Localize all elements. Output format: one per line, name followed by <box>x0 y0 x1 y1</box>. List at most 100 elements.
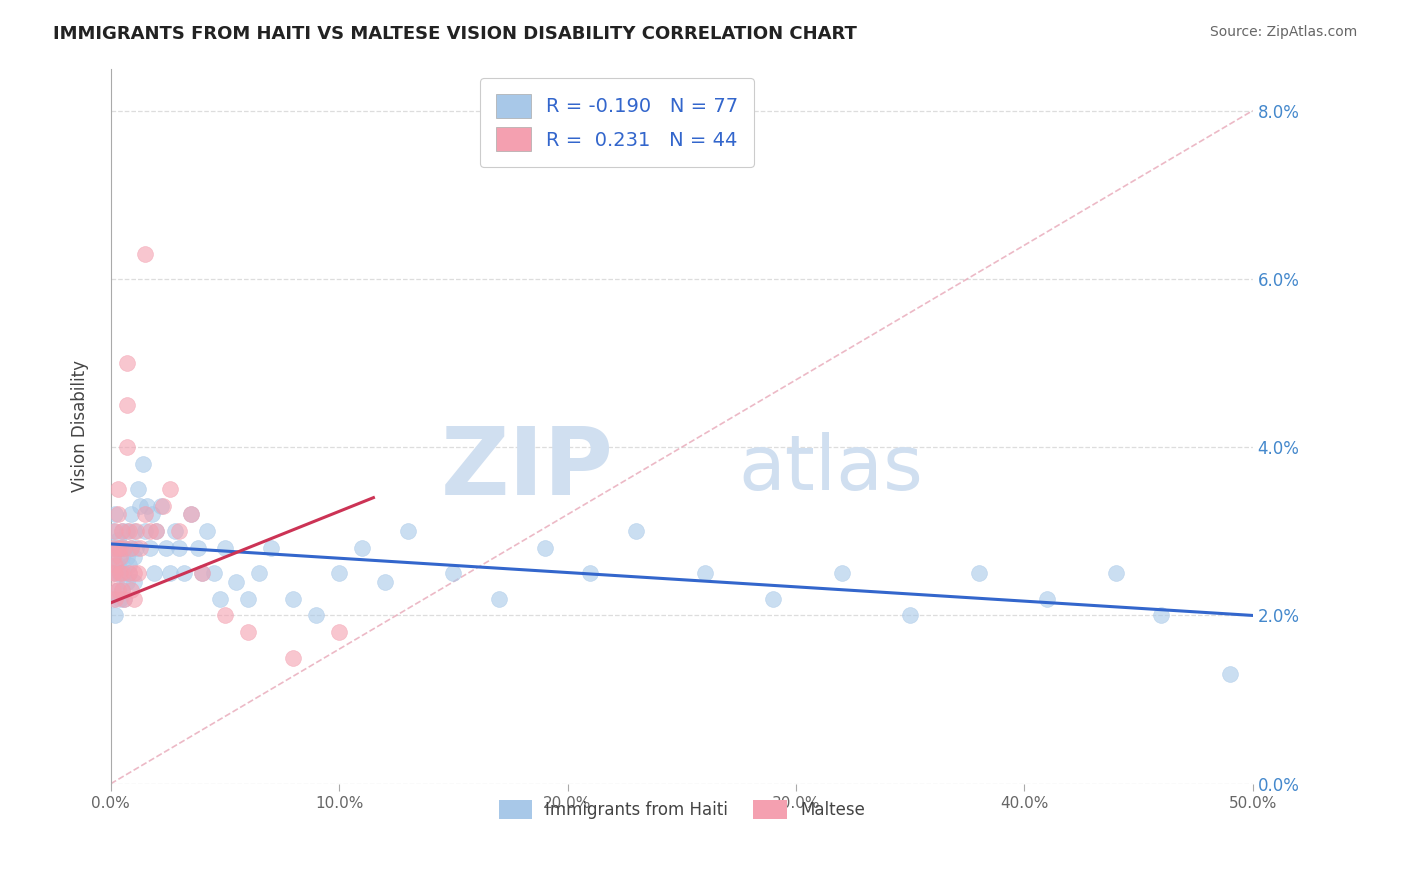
Point <box>118 566 141 581</box>
Point <box>107 566 129 581</box>
Point <box>533 541 555 556</box>
Point <box>134 524 156 539</box>
Point <box>214 608 236 623</box>
Point <box>898 608 921 623</box>
Point <box>247 566 270 581</box>
Point <box>191 566 214 581</box>
Text: Source: ZipAtlas.com: Source: ZipAtlas.com <box>1209 25 1357 39</box>
Point <box>1219 667 1241 681</box>
Point <box>441 566 464 581</box>
Point <box>122 566 145 581</box>
Point <box>129 541 152 556</box>
Point <box>108 541 131 556</box>
Point <box>180 508 202 522</box>
Point <box>214 541 236 556</box>
Point <box>114 591 136 606</box>
Point <box>209 591 232 606</box>
Point <box>111 583 134 598</box>
Point <box>488 591 510 606</box>
Point <box>108 549 131 564</box>
Point <box>159 482 181 496</box>
Point <box>134 246 156 260</box>
Point <box>138 524 160 539</box>
Point <box>150 499 173 513</box>
Text: IMMIGRANTS FROM HAITI VS MALTESE VISION DISABILITY CORRELATION CHART: IMMIGRANTS FROM HAITI VS MALTESE VISION … <box>53 25 858 43</box>
Point <box>118 566 141 581</box>
Point <box>143 566 166 581</box>
Point <box>145 524 167 539</box>
Point <box>180 508 202 522</box>
Point <box>328 625 350 640</box>
Point <box>136 499 159 513</box>
Point <box>187 541 209 556</box>
Point <box>111 549 134 564</box>
Point <box>1150 608 1173 623</box>
Point <box>155 541 177 556</box>
Point <box>396 524 419 539</box>
Point <box>1036 591 1059 606</box>
Point <box>104 608 127 623</box>
Point <box>101 524 124 539</box>
Point <box>108 541 131 556</box>
Point <box>107 482 129 496</box>
Point <box>101 566 124 581</box>
Legend: Immigrants from Haiti, Maltese: Immigrants from Haiti, Maltese <box>492 793 872 825</box>
Point <box>125 541 148 556</box>
Point <box>127 566 149 581</box>
Point <box>101 549 124 564</box>
Point <box>134 508 156 522</box>
Point <box>118 524 141 539</box>
Point <box>104 524 127 539</box>
Point <box>104 566 127 581</box>
Point <box>107 558 129 572</box>
Point <box>127 482 149 496</box>
Point <box>120 508 142 522</box>
Point <box>107 533 129 547</box>
Point <box>120 541 142 556</box>
Point <box>122 524 145 539</box>
Point <box>122 591 145 606</box>
Point <box>118 558 141 572</box>
Point <box>104 591 127 606</box>
Text: ZIP: ZIP <box>440 423 613 515</box>
Point <box>114 566 136 581</box>
Point <box>101 591 124 606</box>
Point <box>624 524 647 539</box>
Point <box>259 541 281 556</box>
Point <box>104 541 127 556</box>
Point <box>115 398 138 412</box>
Point <box>202 566 225 581</box>
Point <box>101 549 124 564</box>
Point <box>191 566 214 581</box>
Point <box>129 499 152 513</box>
Point <box>101 541 124 556</box>
Point <box>374 574 396 589</box>
Point <box>125 524 148 539</box>
Point <box>107 583 129 598</box>
Point <box>111 524 134 539</box>
Point <box>111 583 134 598</box>
Point <box>283 591 305 606</box>
Point <box>225 574 247 589</box>
Point <box>108 566 131 581</box>
Point <box>120 583 142 598</box>
Text: atlas: atlas <box>740 432 924 506</box>
Point <box>195 524 218 539</box>
Point <box>120 541 142 556</box>
Point <box>152 499 174 513</box>
Point <box>108 566 131 581</box>
Point <box>283 650 305 665</box>
Point <box>831 566 853 581</box>
Point <box>111 566 134 581</box>
Point <box>104 508 127 522</box>
Point <box>101 583 124 598</box>
Point <box>141 508 163 522</box>
Point <box>104 566 127 581</box>
Point <box>114 591 136 606</box>
Point <box>115 356 138 370</box>
Point <box>693 566 716 581</box>
Point <box>169 524 191 539</box>
Point <box>115 574 138 589</box>
Point <box>173 566 195 581</box>
Point <box>108 591 131 606</box>
